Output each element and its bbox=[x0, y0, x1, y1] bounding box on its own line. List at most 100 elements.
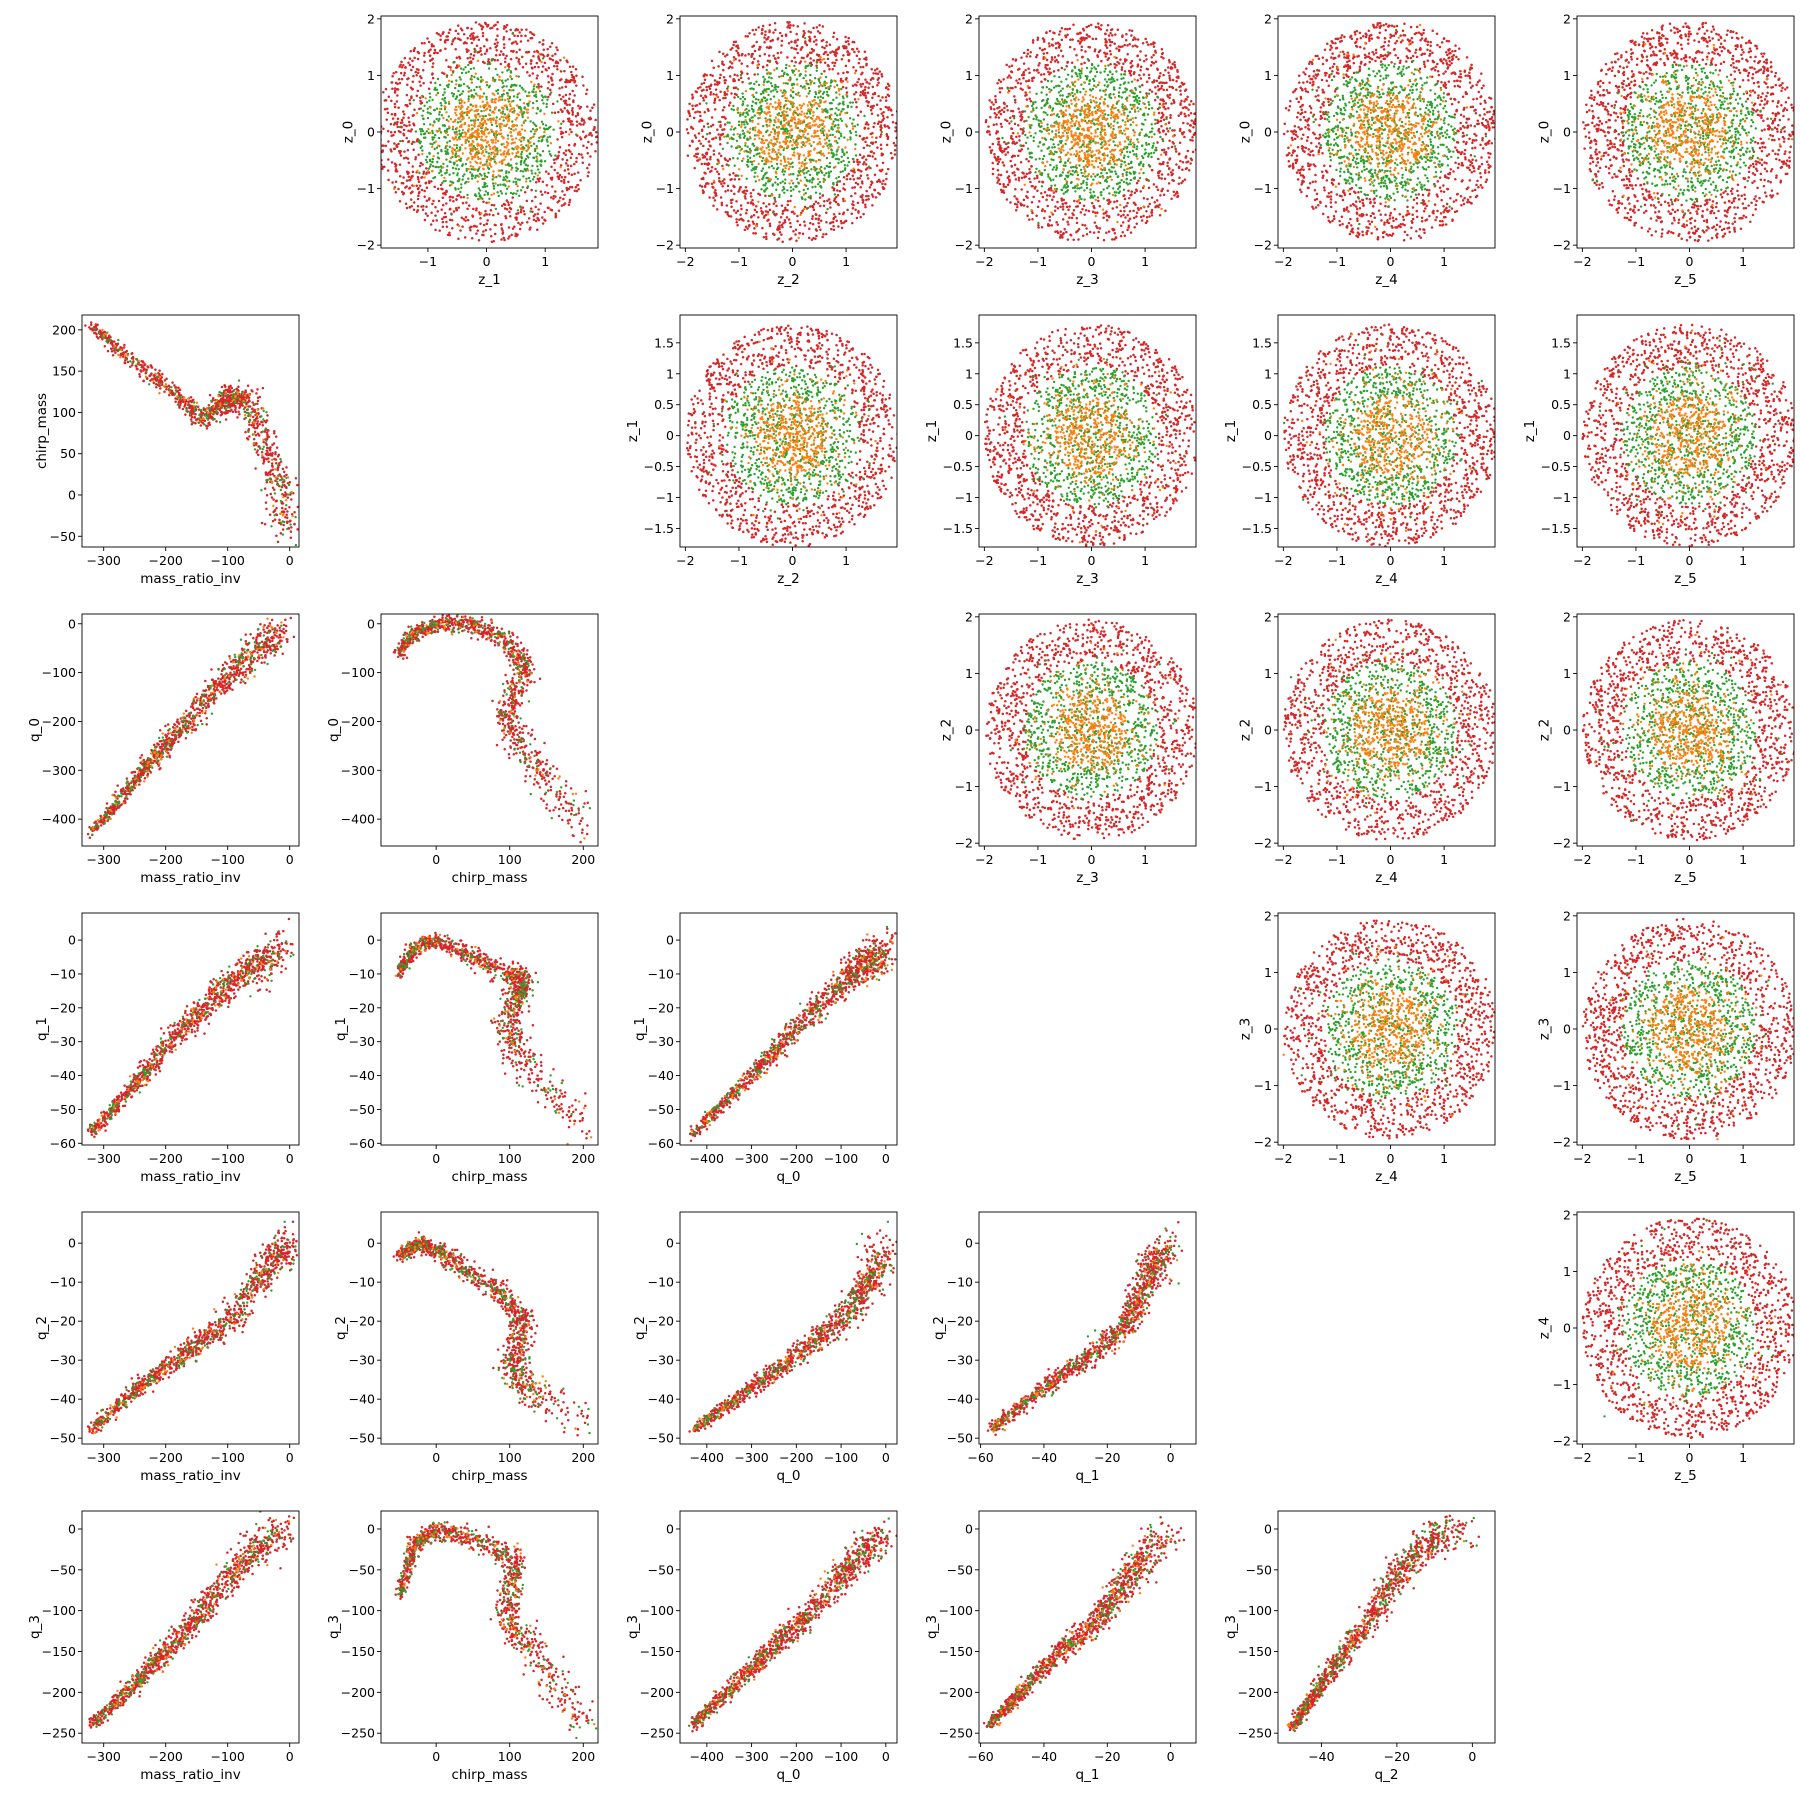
scatter-point bbox=[860, 91, 863, 94]
scatter-point bbox=[815, 135, 817, 137]
scatter-point bbox=[535, 112, 537, 114]
scatter-point bbox=[559, 59, 562, 62]
scatter-point bbox=[1001, 109, 1004, 112]
scatter-point bbox=[484, 213, 487, 216]
scatter-point bbox=[756, 211, 759, 214]
scatter-point bbox=[772, 106, 774, 108]
scatter-point bbox=[441, 114, 443, 116]
scatter-point bbox=[422, 205, 425, 208]
scatter-point bbox=[1043, 52, 1046, 55]
scatter-point bbox=[517, 185, 519, 187]
scatter-point bbox=[448, 126, 450, 128]
scatter-point bbox=[450, 184, 452, 186]
scatter-point bbox=[811, 135, 813, 137]
scatter-point bbox=[835, 97, 837, 99]
scatter-point bbox=[477, 156, 479, 158]
scatter-point bbox=[403, 113, 406, 116]
scatter-point bbox=[490, 153, 492, 155]
scatter-point bbox=[746, 178, 748, 180]
scatter-point bbox=[820, 150, 822, 152]
scatter-point bbox=[753, 168, 755, 170]
scatter-point bbox=[989, 116, 992, 119]
scatter-point bbox=[423, 195, 426, 198]
scatter-point bbox=[467, 219, 470, 222]
scatter-point bbox=[733, 133, 735, 135]
scatter-point bbox=[428, 198, 431, 201]
scatter-point bbox=[872, 72, 875, 75]
scatter-point bbox=[809, 108, 811, 110]
scatter-point bbox=[752, 53, 755, 56]
scatter-point bbox=[569, 128, 572, 131]
scatter-point bbox=[783, 209, 786, 212]
scatter-point bbox=[492, 148, 494, 150]
scatter-point bbox=[787, 161, 789, 163]
scatter-point bbox=[869, 155, 872, 158]
scatter-point bbox=[814, 120, 816, 122]
scatter-point bbox=[748, 225, 751, 228]
scatter-point bbox=[446, 165, 448, 167]
scatter-point bbox=[785, 100, 787, 102]
scatter-point bbox=[782, 169, 784, 171]
scatter-point bbox=[517, 60, 520, 63]
scatter-point bbox=[800, 107, 802, 109]
scatter-point bbox=[759, 108, 761, 110]
scatter-point bbox=[382, 91, 385, 94]
scatter-point bbox=[755, 41, 758, 44]
scatter-point bbox=[730, 128, 732, 130]
scatter-point bbox=[555, 213, 558, 216]
scatter-point bbox=[809, 222, 812, 225]
scatter-point bbox=[592, 129, 595, 132]
scatter-point bbox=[876, 104, 879, 107]
scatter-point bbox=[719, 77, 722, 80]
scatter-point bbox=[483, 184, 485, 186]
scatter-point bbox=[809, 174, 811, 176]
scatter-point bbox=[787, 82, 789, 84]
scatter-point bbox=[488, 201, 490, 203]
scatter-point bbox=[800, 137, 802, 139]
scatter-point bbox=[518, 114, 520, 116]
scatter-point bbox=[809, 62, 812, 64]
scatter-point bbox=[830, 148, 832, 150]
scatter-point bbox=[422, 110, 424, 112]
scatter-point bbox=[747, 77, 750, 80]
scatter-point bbox=[739, 186, 742, 189]
scatter-point bbox=[821, 111, 823, 113]
scatter-point bbox=[828, 171, 830, 173]
scatter-point bbox=[391, 113, 394, 116]
scatter-point bbox=[496, 116, 498, 118]
scatter-point bbox=[506, 115, 508, 117]
scatter-point bbox=[407, 157, 410, 160]
scatter-point bbox=[719, 124, 722, 127]
scatter-point bbox=[541, 99, 543, 101]
scatter-point bbox=[550, 166, 553, 169]
scatter-point bbox=[478, 132, 480, 134]
scatter-point bbox=[762, 92, 764, 94]
scatter-point bbox=[842, 160, 844, 162]
scatter-point bbox=[387, 179, 390, 182]
scatter-point bbox=[828, 143, 830, 145]
scatter-point bbox=[811, 217, 814, 220]
scatter-point bbox=[842, 102, 844, 104]
scatter-point bbox=[733, 96, 736, 99]
scatter-point bbox=[753, 227, 756, 230]
scatter-point bbox=[785, 33, 788, 36]
scatter-point bbox=[837, 48, 840, 51]
scatter-point bbox=[753, 160, 755, 162]
scatter-point bbox=[438, 137, 440, 139]
scatter-point bbox=[482, 230, 485, 233]
scatter-point bbox=[410, 86, 413, 89]
scatter-point bbox=[812, 49, 815, 52]
scatter-point bbox=[431, 203, 434, 206]
scatter-point bbox=[1133, 202, 1136, 205]
scatter-point bbox=[423, 42, 426, 45]
scatter-point bbox=[794, 61, 797, 64]
scatter-point bbox=[710, 170, 713, 173]
scatter-point bbox=[473, 148, 475, 150]
scatter-point bbox=[573, 144, 576, 147]
scatter-point bbox=[745, 186, 748, 189]
scatter-point bbox=[847, 139, 849, 141]
scatter-point bbox=[782, 82, 784, 84]
scatter-point bbox=[436, 130, 438, 132]
scatter-point bbox=[1057, 223, 1060, 226]
scatter-point bbox=[461, 29, 464, 32]
